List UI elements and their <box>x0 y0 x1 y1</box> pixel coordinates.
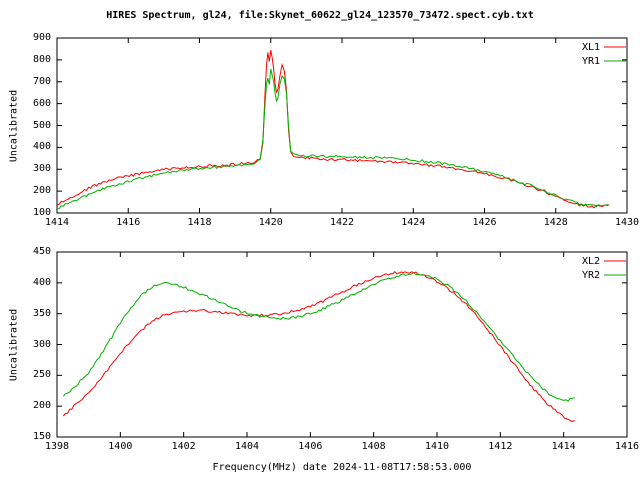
figure-title: HIRES Spectrum, gl24, file:Skynet_60622_… <box>106 10 534 21</box>
tick-label: 200 <box>32 400 51 412</box>
tick-label: 1426 <box>472 217 497 228</box>
legend-label-yr2: YR2 <box>581 270 600 281</box>
tick-label: 300 <box>32 163 51 175</box>
tick-label: 600 <box>32 97 51 109</box>
tick-label: 1420 <box>258 217 283 228</box>
x-axis-label: Frequency(MHz) date 2024-11-08T17:58:53.… <box>212 462 472 473</box>
tick-label: 1414 <box>551 441 576 452</box>
tick-label: 350 <box>32 307 51 319</box>
tick-label: 1416 <box>116 217 141 228</box>
tick-label: 1410 <box>424 441 450 452</box>
tick-label: 1402 <box>171 441 196 452</box>
tick-label: 1412 <box>488 441 513 452</box>
tick-label: 1418 <box>187 217 212 228</box>
tick-label: 400 <box>32 276 51 288</box>
tick-label: 1430 <box>614 217 640 228</box>
tick-label: 1400 <box>108 441 133 452</box>
series-xl2 <box>62 270 575 422</box>
series-yr1 <box>56 68 610 210</box>
tick-label: 500 <box>32 119 51 131</box>
legend-label-xl2: XL2 <box>581 256 600 267</box>
tick-label: 450 <box>32 246 51 257</box>
tick-label: 1414 <box>44 217 70 228</box>
tick-label: 1428 <box>543 217 568 228</box>
tick-label: 150 <box>32 431 51 442</box>
tick-label: 1424 <box>401 217 426 228</box>
legend-label-yr1: YR1 <box>581 56 600 67</box>
tick-label: 1422 <box>329 217 355 228</box>
tick-label: 250 <box>32 369 51 381</box>
tick-label: 900 <box>32 32 51 43</box>
tick-label: 800 <box>32 53 51 65</box>
series-yr2 <box>62 271 575 402</box>
tick-label: 200 <box>32 185 51 197</box>
tick-label: 1406 <box>298 441 323 452</box>
tick-label: 300 <box>32 338 51 350</box>
legend-label-xl1: XL1 <box>581 42 600 53</box>
tick-label: 1398 <box>44 441 70 452</box>
tick-label: 400 <box>32 141 51 153</box>
tick-label: 1408 <box>361 441 386 452</box>
tick-label: 100 <box>32 207 51 218</box>
tick-label: 1416 <box>614 441 640 452</box>
tick-label: 1404 <box>234 441 260 452</box>
tick-label: 700 <box>32 75 51 87</box>
